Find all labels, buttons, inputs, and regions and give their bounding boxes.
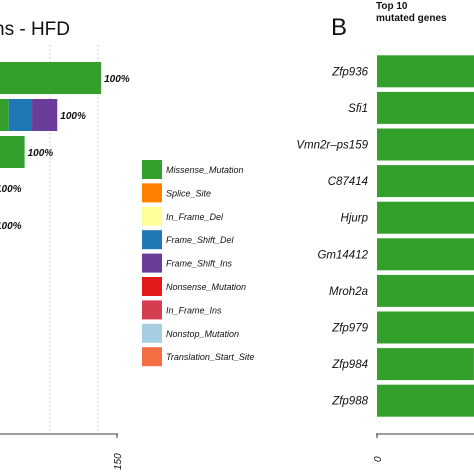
gene-label: Gm14412 xyxy=(317,249,368,261)
panel-b-subtitle: Top 10 mutated genes xyxy=(376,1,447,24)
legend-swatch xyxy=(142,206,162,226)
legend-label: Missense_Mutation xyxy=(166,165,244,175)
panel-b-bar-segment xyxy=(377,55,474,88)
gene-label: Zfp988 xyxy=(331,396,368,408)
gene-label: Vmn2r–ps159 xyxy=(296,140,368,152)
legend-label: Splice_Site xyxy=(166,188,211,198)
legend-swatch xyxy=(142,277,162,296)
legend-swatch xyxy=(142,347,162,367)
legend-label: In_Frame_Del xyxy=(166,212,224,222)
panel-a-bars xyxy=(0,62,102,168)
panel-b-bar-segment xyxy=(377,384,474,417)
panel-b-bars xyxy=(377,55,474,417)
legend-swatch xyxy=(142,323,162,343)
gene-label: Zfp979 xyxy=(331,323,368,335)
gene-label: C87414 xyxy=(328,176,368,188)
legend: Missense_Mutation Splice_Site In_Frame_Del… xyxy=(142,160,254,367)
gene-label: Zfp936 xyxy=(331,66,368,78)
legend-label: Frame_Shift_Del xyxy=(166,235,235,245)
panel-b-bar-segment xyxy=(377,201,474,234)
panel-a-bar-segment xyxy=(0,136,25,168)
panel-a-percent-label: 100% xyxy=(104,74,130,85)
legend-label: Nonstop_Mutation xyxy=(166,329,239,339)
panel-a: ns - HFD 100% 100% 100% 100% 100% 150 Missen… xyxy=(0,19,254,470)
panel-b-bar-segment xyxy=(377,91,474,124)
panel-b-bar-segment xyxy=(377,274,474,307)
legend-label: In_Frame_Ins xyxy=(166,305,222,315)
gene-label: Zfp984 xyxy=(331,359,368,371)
legend-swatch xyxy=(142,160,162,179)
legend-swatch xyxy=(142,253,162,273)
panel-a-percent-label: 100% xyxy=(60,111,86,122)
gene-label: Mroh2a xyxy=(329,286,368,298)
panel-a-bar-segment xyxy=(0,62,102,94)
legend-label: Frame_Shift_Ins xyxy=(166,259,233,269)
panel-b-bar-segment xyxy=(377,348,474,381)
panel-b-subtitle-line-2: mutated genes xyxy=(376,13,447,24)
panel-b-bar-segment xyxy=(377,311,474,344)
panel-a-x-tick-label: 150 xyxy=(113,453,124,470)
panel-a-percent-label: 100% xyxy=(0,184,22,195)
panel-a-percent-label: 100% xyxy=(28,148,54,159)
gene-label: Sfi1 xyxy=(348,103,368,115)
legend-swatch xyxy=(142,230,162,250)
panel-b-bar-segment xyxy=(377,128,474,161)
panel-a-percent-labels: 100% 100% 100% 100% 100% xyxy=(0,74,130,232)
panel-b-subtitle-line-1: Top 10 xyxy=(376,1,408,12)
panel-b: B Top 10 mutated genes Zfp936 Sfi1 Vmn2r–p… xyxy=(296,1,474,462)
panel-a-percent-label: 100% xyxy=(0,221,22,232)
panel-b-bar-segment xyxy=(377,165,474,198)
panel-a-bar-segment xyxy=(0,99,9,131)
panel-b-x-tick-label: 0 xyxy=(373,456,384,462)
legend-swatch xyxy=(142,300,162,320)
gene-label: Hjurp xyxy=(341,213,369,225)
legend-label: Translation_Start_Site xyxy=(166,352,254,362)
panel-a-title: ns - HFD xyxy=(0,19,70,40)
legend-swatch xyxy=(142,183,162,203)
panel-b-gene-labels: Zfp936 Sfi1 Vmn2r–ps159 C87414 Hjurp Gm14412 M… xyxy=(296,66,368,407)
panel-a-bar-segment xyxy=(8,99,33,131)
panel-a-bar-segment xyxy=(32,99,58,131)
legend-label: Nonsense_Mutation xyxy=(166,282,246,292)
panel-b-bar-segment xyxy=(377,238,474,271)
panel-b-letter: B xyxy=(331,14,347,41)
